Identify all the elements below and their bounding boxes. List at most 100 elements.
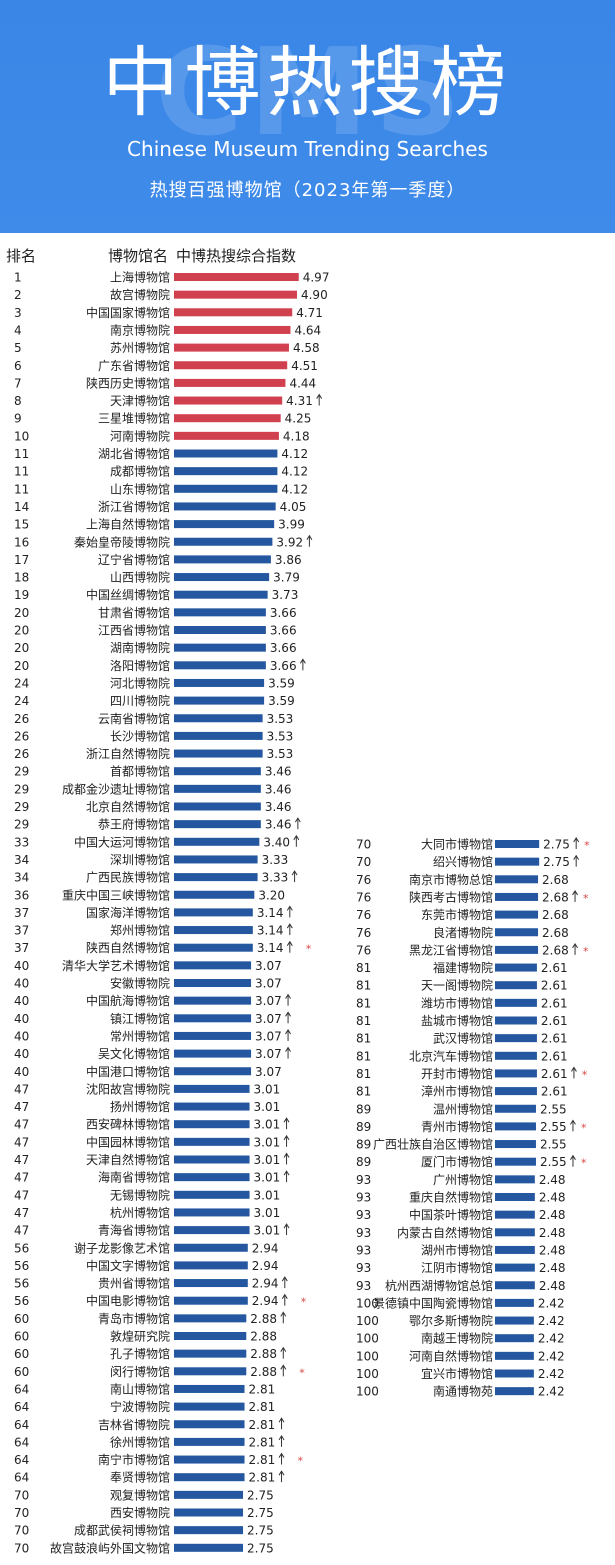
index-value-label: 3.01 xyxy=(254,1100,281,1114)
rank-label: 2 xyxy=(14,288,22,302)
index-value-label: 2.94 xyxy=(252,1241,279,1255)
index-bar xyxy=(495,928,539,937)
rank-label: 40 xyxy=(14,1047,29,1061)
index-bar xyxy=(174,290,297,299)
museum-name-label: 观复博物馆 xyxy=(110,1487,170,1502)
up-arrow-head-icon xyxy=(278,1452,285,1458)
museum-name-label: 中国茶叶博物馆 xyxy=(409,1207,493,1222)
museum-name-label: 鄂尔多斯博物院 xyxy=(409,1313,493,1328)
index-bar xyxy=(174,378,286,387)
index-value-label: 2.75 xyxy=(247,1506,274,1520)
up-arrow-head-icon xyxy=(570,1154,576,1160)
index-bar xyxy=(174,520,275,529)
index-value-label: 2.88 xyxy=(250,1312,277,1326)
index-bar xyxy=(495,892,539,901)
index-value-label: 2.81 xyxy=(249,1471,276,1485)
index-value-label: 4.12 xyxy=(281,482,308,496)
index-bar xyxy=(495,840,540,848)
index-bar xyxy=(174,1226,250,1235)
column-header-index: 中博热搜综合指数 xyxy=(176,247,297,265)
index-value-label: 3.59 xyxy=(268,676,295,690)
index-value-label: 4.71 xyxy=(296,306,323,320)
index-value-label: 2.61 xyxy=(541,961,568,975)
rank-label: 5 xyxy=(14,341,22,355)
up-arrow-head-icon xyxy=(280,1364,287,1370)
museum-name-label: 广西民族博物馆 xyxy=(86,870,170,885)
rank-label: 6 xyxy=(14,359,22,373)
index-bar xyxy=(495,1140,536,1149)
index-value-label: 3.01 xyxy=(254,1153,281,1167)
rank-label: 100 xyxy=(356,1349,379,1363)
up-arrow-head-icon xyxy=(281,1293,288,1299)
rank-label: 70 xyxy=(356,855,371,869)
up-arrow-head-icon xyxy=(286,923,293,929)
index-bar xyxy=(174,996,252,1005)
museum-name-label: 闵行博物馆 xyxy=(110,1364,170,1379)
index-value-label: 2.68 xyxy=(542,926,569,940)
index-value-label: 2.48 xyxy=(539,1173,566,1187)
index-bar xyxy=(174,1437,245,1446)
museum-name-label: 天津自然博物馆 xyxy=(86,1152,170,1167)
up-arrow-head-icon xyxy=(294,817,301,823)
index-value-label: 2.94 xyxy=(252,1294,279,1308)
rank-label: 34 xyxy=(14,871,29,885)
index-bar xyxy=(174,1049,252,1058)
rank-label: 40 xyxy=(14,959,29,973)
rank-label: 11 xyxy=(14,482,29,496)
index-value-label: 3.66 xyxy=(270,624,297,638)
rank-label: 33 xyxy=(14,835,29,849)
index-value-label: 3.01 xyxy=(254,1171,281,1185)
museum-name-label: 广西壮族自治区博物馆 xyxy=(373,1137,493,1152)
rank-label: 11 xyxy=(14,465,29,479)
up-arrow-head-icon xyxy=(283,1117,290,1123)
rank-label: 56 xyxy=(14,1277,29,1291)
museum-name-label: 杭州博物馆 xyxy=(110,1205,170,1220)
museum-name-label: 秦始皇帝陵博物院 xyxy=(74,534,170,549)
index-bar xyxy=(174,431,279,440)
museum-name-label: 湖南博物院 xyxy=(110,640,170,655)
museum-name-label: 西安博物院 xyxy=(110,1505,170,1520)
rank-label: 29 xyxy=(14,800,29,814)
museum-name-label: 深圳博物馆 xyxy=(110,852,170,867)
rank-label: 1 xyxy=(14,271,22,285)
index-bar xyxy=(495,1387,534,1396)
index-bar xyxy=(174,573,270,582)
museum-name-label: 广东省博物馆 xyxy=(98,358,170,373)
up-arrow-head-icon xyxy=(573,854,580,860)
index-value-label: 3.01 xyxy=(254,1188,281,1202)
index-value-label: 2.61 xyxy=(541,996,568,1010)
star-icon: * xyxy=(581,1157,587,1170)
museum-name-label: 三星堆博物馆 xyxy=(98,411,170,426)
museum-name-label: 沈阳故宫博物院 xyxy=(86,1081,170,1096)
index-bar xyxy=(174,1031,252,1040)
rank-label: 47 xyxy=(14,1171,29,1185)
index-value-label: 3.66 xyxy=(270,659,297,673)
museum-name-label: 大同市博物馆 xyxy=(421,837,493,852)
rank-label: 34 xyxy=(14,853,29,867)
index-bar xyxy=(174,1526,244,1535)
index-value-label: 2.61 xyxy=(541,1067,568,1081)
rank-label: 70 xyxy=(14,1524,29,1538)
museum-name-label: 重庆自然博物馆 xyxy=(409,1190,493,1205)
rank-label: 47 xyxy=(14,1135,29,1149)
rank-label: 60 xyxy=(14,1312,29,1326)
museum-name-label: 厦门市博物馆 xyxy=(421,1154,493,1169)
index-bar xyxy=(174,961,252,970)
index-bar xyxy=(174,555,271,564)
index-value-label: 2.88 xyxy=(250,1365,277,1379)
museum-name-label: 中国文字博物馆 xyxy=(86,1258,170,1273)
index-bar xyxy=(495,1263,535,1272)
museum-name-label: 天一阁博物院 xyxy=(421,978,493,993)
index-bar xyxy=(174,1137,250,1146)
rank-label: 40 xyxy=(14,1029,29,1043)
index-bar xyxy=(174,1190,250,1199)
museum-name-label: 洛阳博物馆 xyxy=(110,658,170,673)
rank-label: 93 xyxy=(356,1226,371,1240)
up-arrow-head-icon xyxy=(285,993,291,999)
museum-name-label: 山西博物院 xyxy=(110,570,170,585)
museum-name-label: 南宁市博物馆 xyxy=(98,1452,170,1467)
rank-label: 93 xyxy=(356,1243,371,1257)
index-bar xyxy=(174,1473,245,1482)
museum-name-label: 南越王博物院 xyxy=(421,1331,493,1346)
